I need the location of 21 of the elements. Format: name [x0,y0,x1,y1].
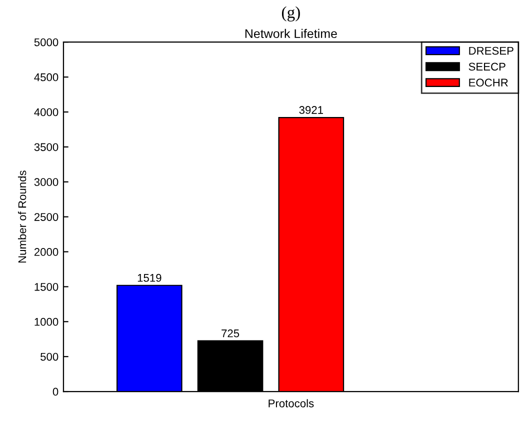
text: (g) [282,6,300,22]
legend-label: DRESEP [469,46,514,55]
data-label: 725 [222,329,240,338]
y-tick-label: 4000 [34,108,58,116]
y-tick-label: 0 [52,388,58,396]
y-tick-label: 4500 [34,73,58,82]
y-tick-label: 500 [40,352,58,361]
y-tick-label: 2000 [34,248,58,256]
x-axis-title: Protocols [268,399,314,408]
y-tick-label: 1000 [34,318,58,326]
legend-label: SEECP [468,62,506,71]
legend-label: EOCHR [469,78,508,87]
y-tick-label: 1500 [34,282,58,291]
y-tick-label: 2500 [34,213,58,221]
data-label: 3921 [299,106,323,114]
y-axis-title: Number of Rounds [18,170,26,263]
chart-title: Network Lifetime [245,28,337,38]
data-label: 1519 [138,274,162,282]
y-tick-label: 5000 [34,38,58,46]
y-tick-label: 3000 [34,178,58,186]
y-tick-label: 3500 [34,143,58,152]
